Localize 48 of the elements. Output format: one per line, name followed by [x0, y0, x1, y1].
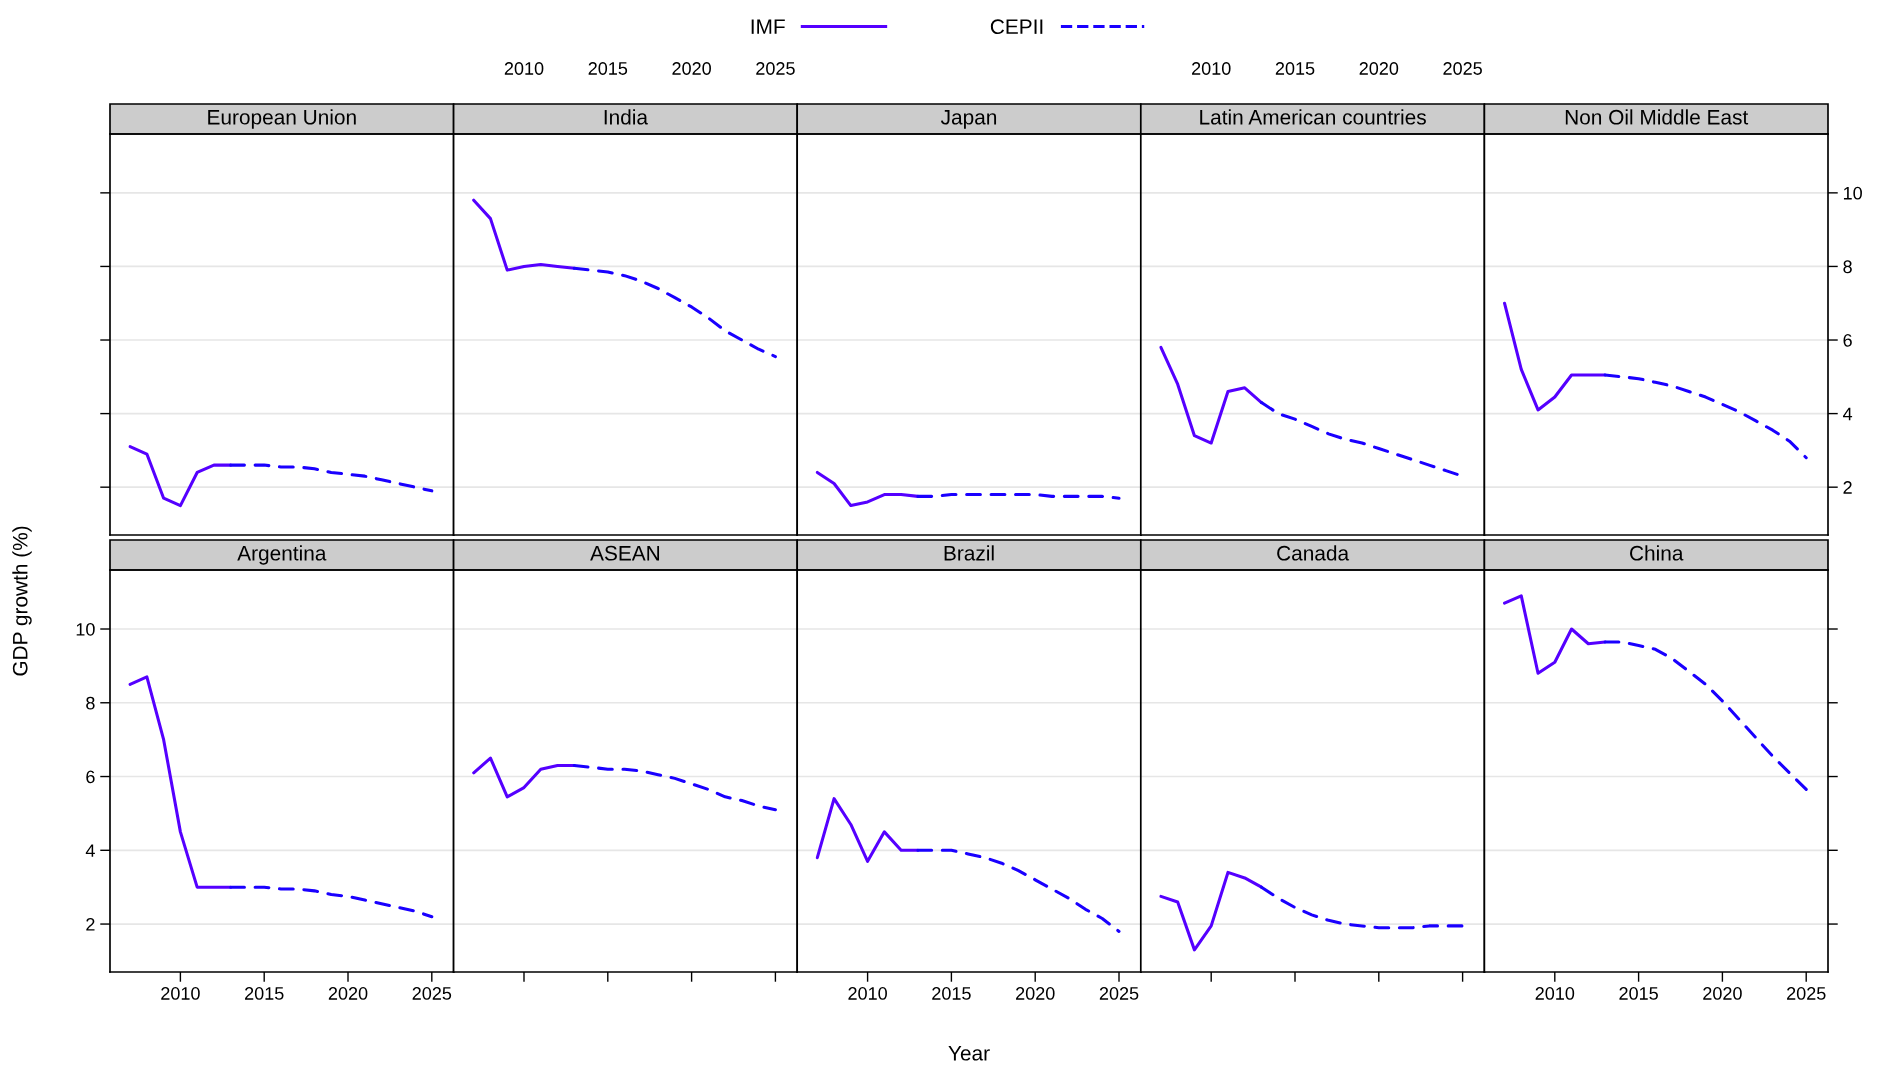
x-tick-label: 2015	[588, 62, 628, 75]
x-tick-label: 2020	[1016, 987, 1055, 1000]
x-tick-label: 2025	[756, 62, 795, 75]
legend-label: IMF	[751, 19, 785, 34]
x-tick-label: 2015	[932, 987, 971, 1000]
x-tick-label: 2010	[504, 62, 544, 75]
x-tick-label: 2010	[848, 987, 887, 1000]
chart-title: India	[604, 109, 648, 125]
chart-title: Japan	[940, 110, 997, 129]
chart-title: China	[1630, 545, 1684, 561]
y-tick-label: 2	[86, 917, 95, 931]
y-tick-label: 2	[1843, 481, 1852, 494]
y-tick-label: 8	[86, 696, 95, 710]
chart-title: ASEAN	[590, 545, 660, 561]
line-series	[128, 675, 233, 889]
x-tick-label: 2025	[1787, 987, 1826, 1000]
y-tick-label: 6	[86, 770, 95, 784]
chart-title: Non Oil Middle East	[1565, 109, 1749, 125]
x-tick-label: 2020	[1703, 987, 1742, 1000]
x-tick-label: 2015	[245, 987, 284, 1000]
x-tick-label: 2025	[1443, 62, 1482, 75]
x-tick-label: 2015	[1275, 62, 1315, 75]
y-tick-label: 10	[76, 622, 95, 636]
chart-title: European Union	[208, 109, 356, 129]
chart-title: Latin American countries	[1200, 109, 1426, 125]
x-tick-label: 2015	[1619, 987, 1658, 1000]
legend-label: CEPII	[990, 19, 1043, 35]
y-tick-label: 8	[1843, 260, 1852, 274]
chart-title: Argentina	[237, 545, 327, 565]
y-tick-label: 4	[1843, 407, 1853, 421]
x-tick-label: 2010	[1535, 987, 1575, 1000]
x-tick-label: 2025	[412, 987, 452, 1000]
line-series	[1603, 373, 1808, 460]
y-tick-label: 10	[1843, 186, 1862, 200]
x-tick-label: 2020	[672, 62, 711, 75]
x-tick-label: 2010	[161, 987, 200, 1000]
x-tick-label: 2020	[328, 987, 368, 1000]
x-tick-label: 2010	[1192, 62, 1231, 75]
x-axis-title: Year	[948, 1046, 990, 1061]
chart-title: Brazil	[944, 545, 994, 561]
chart-title: Canada	[1277, 545, 1350, 561]
y-tick-label: 6	[1843, 333, 1852, 347]
x-tick-label: 2025	[1099, 987, 1139, 1000]
x-tick-label: 2020	[1359, 62, 1399, 75]
y-axis-title: GDP growth (%)	[12, 526, 32, 676]
y-tick-label: 4	[85, 844, 95, 857]
line-series	[229, 885, 434, 919]
line-series	[1502, 301, 1607, 412]
